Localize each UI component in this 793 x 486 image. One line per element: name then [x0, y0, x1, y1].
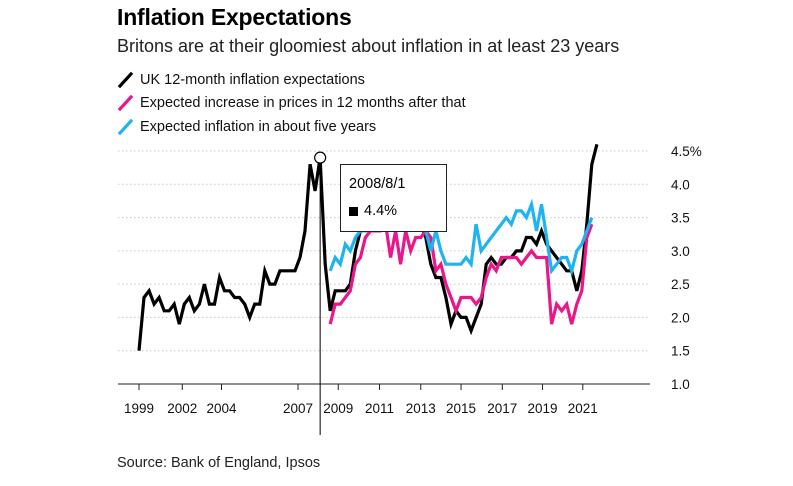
- tooltip-date: 2008/8/1: [349, 176, 406, 192]
- y-tick-label: 1.5: [671, 344, 690, 359]
- x-tick-label: 1999: [124, 401, 154, 416]
- x-axis: 1999 2002 2004 2007 2009 2011 2013 2015 2017 2019…: [124, 384, 598, 416]
- legend-item-uk12[interactable]: UK 12-month inflation expectations: [117, 68, 466, 92]
- series-line-1: [328, 220, 594, 325]
- tooltip-row: 4.4%: [349, 203, 397, 219]
- legend-item-five[interactable]: Expected inflation in about five years: [117, 115, 466, 139]
- x-tick-label: 2004: [206, 401, 237, 416]
- y-tick-label: 4.0: [671, 177, 690, 192]
- y-tick-label: 2.5: [671, 277, 690, 292]
- x-tick-label: 2015: [446, 401, 476, 416]
- y-tick-label: 1.0: [671, 377, 690, 392]
- y-tick-label: 3.0: [671, 244, 690, 259]
- legend-item-after[interactable]: Expected increase in prices in 12 months…: [117, 92, 466, 116]
- y-axis: 1.0 1.5 2.0 2.5 3.0 3.5 4.0 4.5%: [671, 144, 702, 392]
- source-note: Source: Bank of England, Ipsos: [117, 455, 321, 471]
- x-tick-label: 2017: [487, 401, 517, 416]
- legend-label-after: Expected increase in prices in 12 months…: [140, 95, 466, 112]
- series-line-0: [137, 143, 599, 351]
- legend: UK 12-month inflation expectations Expec…: [117, 68, 466, 139]
- legend-swatch-after: [117, 94, 134, 112]
- legend-label-five: Expected inflation in about five years: [140, 118, 377, 135]
- x-tick-label: 2009: [323, 401, 353, 416]
- hover-marker: [314, 151, 327, 435]
- y-tick-label: 3.5: [671, 211, 690, 226]
- y-tick-label: 2.0: [671, 310, 690, 325]
- x-tick-label: 2011: [365, 401, 394, 416]
- x-tick-label: 2019: [528, 401, 558, 416]
- legend-swatch-uk12: [117, 71, 134, 89]
- x-tick-label: 2013: [406, 401, 436, 416]
- tooltip-value: 4.4%: [364, 203, 398, 219]
- legend-label-uk12: UK 12-month inflation expectations: [140, 71, 365, 88]
- x-tick-label: 2002: [167, 401, 197, 416]
- x-tick-label: 2007: [283, 401, 313, 416]
- data-tooltip: 2008/8/1 4.4%: [340, 164, 447, 232]
- y-tick-label: 4.5%: [671, 144, 702, 159]
- hover-point: [314, 151, 327, 164]
- x-tick-label: 2021: [568, 401, 598, 416]
- tooltip-swatch: [349, 206, 358, 216]
- chart-title: Inflation Expectations: [117, 4, 352, 30]
- legend-swatch-five: [117, 118, 134, 136]
- grid-lines: [118, 150, 650, 385]
- chart-subtitle: Britons are at their gloomiest about inf…: [117, 36, 620, 56]
